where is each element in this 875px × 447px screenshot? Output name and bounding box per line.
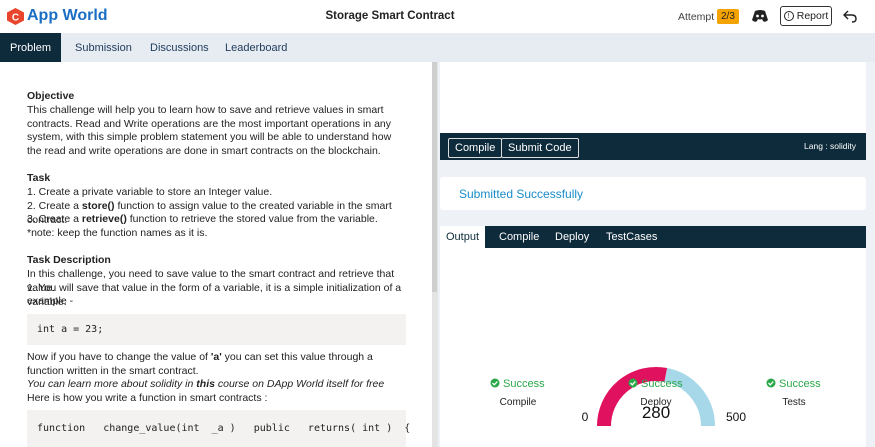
paragraph: example -: [27, 295, 74, 307]
text: store(): [81, 200, 115, 212]
task-item: 3. Create a retrieve() function to retri…: [27, 213, 407, 227]
paragraph: This challenge will help you to learn ho…: [27, 104, 392, 158]
success-icon: [766, 378, 776, 388]
text: 2. Create a: [27, 200, 82, 212]
gauge-value-label: 280: [642, 403, 670, 422]
code-editor[interactable]: [440, 62, 866, 133]
gauge-min-label: 0: [582, 410, 589, 424]
result-label: Tests: [782, 397, 805, 408]
task-item: 1. Create a private variable to store an…: [27, 186, 407, 200]
paragraph: You can learn more about solidity in thi…: [27, 378, 407, 392]
text: course on DApp World itself for free: [214, 378, 385, 390]
output-tab[interactable]: Deploy: [555, 231, 590, 243]
check: [492, 381, 498, 386]
gauge-track: [664, 368, 715, 427]
report-text: Report: [796, 10, 829, 22]
language: Lang : solidity: [804, 141, 856, 151]
text: Now if you have to change the value of: [27, 351, 211, 363]
text: retrieve(): [81, 213, 127, 225]
nav-bar: Problem Submission Discussions Leaderboa…: [0, 33, 875, 62]
paragraph: 1. You will save that value in the form …: [27, 282, 402, 308]
code-block: function change_value(int _a ) public re…: [27, 410, 410, 447]
output-tabs: Output Compile Deploy TestCases: [440, 226, 866, 248]
heading: Objective: [27, 90, 75, 102]
gauge-value: [597, 367, 668, 427]
header: C App World Storage Smart Contract Attem…: [0, 0, 875, 33]
link[interactable]: this: [196, 378, 215, 390]
nav-tab[interactable]: Leaderboard: [225, 41, 288, 54]
back-icon[interactable]: [843, 9, 857, 23]
success-icon: [628, 378, 638, 388]
output-panel: 280 0 500 Success Compile Success Deploy Succes…: [440, 248, 866, 447]
discord-icon[interactable]: [752, 9, 768, 23]
text: 1. Create a private variable to store an…: [27, 186, 273, 198]
task-item: *note: keep the function names as it is.: [27, 227, 407, 241]
text: function to assign value to the created …: [27, 200, 392, 226]
svg-text:C: C: [12, 13, 19, 24]
heading: Task: [27, 172, 51, 184]
result-label: Compile: [500, 397, 537, 408]
right-panel: Compile Submit Code Lang : solidity Subm…: [438, 62, 875, 447]
text: you can set this value through a functio…: [27, 351, 373, 377]
paragraph: Here is how you write a function in smar…: [27, 392, 268, 404]
success-icon: [490, 378, 500, 388]
title: Storage Smart Contract: [325, 10, 455, 22]
nav-tab[interactable]: Discussions: [150, 41, 209, 54]
result-status: Success: [779, 378, 821, 390]
gauge-max-label: 500: [726, 410, 746, 424]
output-tab[interactable]: Output: [440, 226, 485, 248]
problem-panel: Objective This challenge will help you t…: [0, 62, 432, 447]
attempt-label: Attempt :: [678, 11, 721, 23]
result-label: Deploy: [640, 397, 671, 408]
text: *note: keep the function names as it is.: [27, 227, 208, 239]
status-box: Submitted Successfully: [440, 177, 866, 210]
result-status: Success: [641, 378, 683, 390]
brand[interactable]: App World: [27, 7, 108, 24]
nav-tab[interactable]: Problem: [0, 33, 61, 62]
text: function to retrieve the stored value fr…: [126, 213, 378, 225]
text: You can learn more about solidity in: [27, 378, 197, 390]
attempt-badge: 2/3: [717, 9, 739, 24]
text: 'a': [210, 351, 222, 363]
output-tab[interactable]: Compile: [499, 231, 540, 243]
paragraph: Now if you have to change the value of '…: [27, 351, 407, 378]
output-tab[interactable]: TestCases: [606, 231, 658, 243]
check: [630, 381, 636, 386]
check: [768, 381, 774, 386]
code-block: int a = 23;: [27, 314, 406, 345]
scrollbar[interactable]: [432, 62, 437, 292]
status-text: Submitted Successfully: [459, 187, 584, 201]
report-button[interactable]: ! Report: [780, 6, 832, 26]
submit-button[interactable]: Submit Code: [501, 138, 579, 158]
logo-icon: C: [7, 8, 24, 25]
heading: Task Description: [27, 254, 111, 266]
result-status: Success: [503, 378, 545, 390]
editor-toolbar: Compile Submit Code Lang : solidity: [440, 133, 866, 160]
paragraph: In this challenge, you need to save valu…: [27, 268, 395, 294]
nav-tab[interactable]: Submission: [75, 41, 132, 54]
task-item: 2. Create a store() function to assign v…: [27, 200, 407, 227]
compile-button[interactable]: Compile: [448, 138, 503, 158]
text: 3. Create a: [27, 213, 82, 225]
